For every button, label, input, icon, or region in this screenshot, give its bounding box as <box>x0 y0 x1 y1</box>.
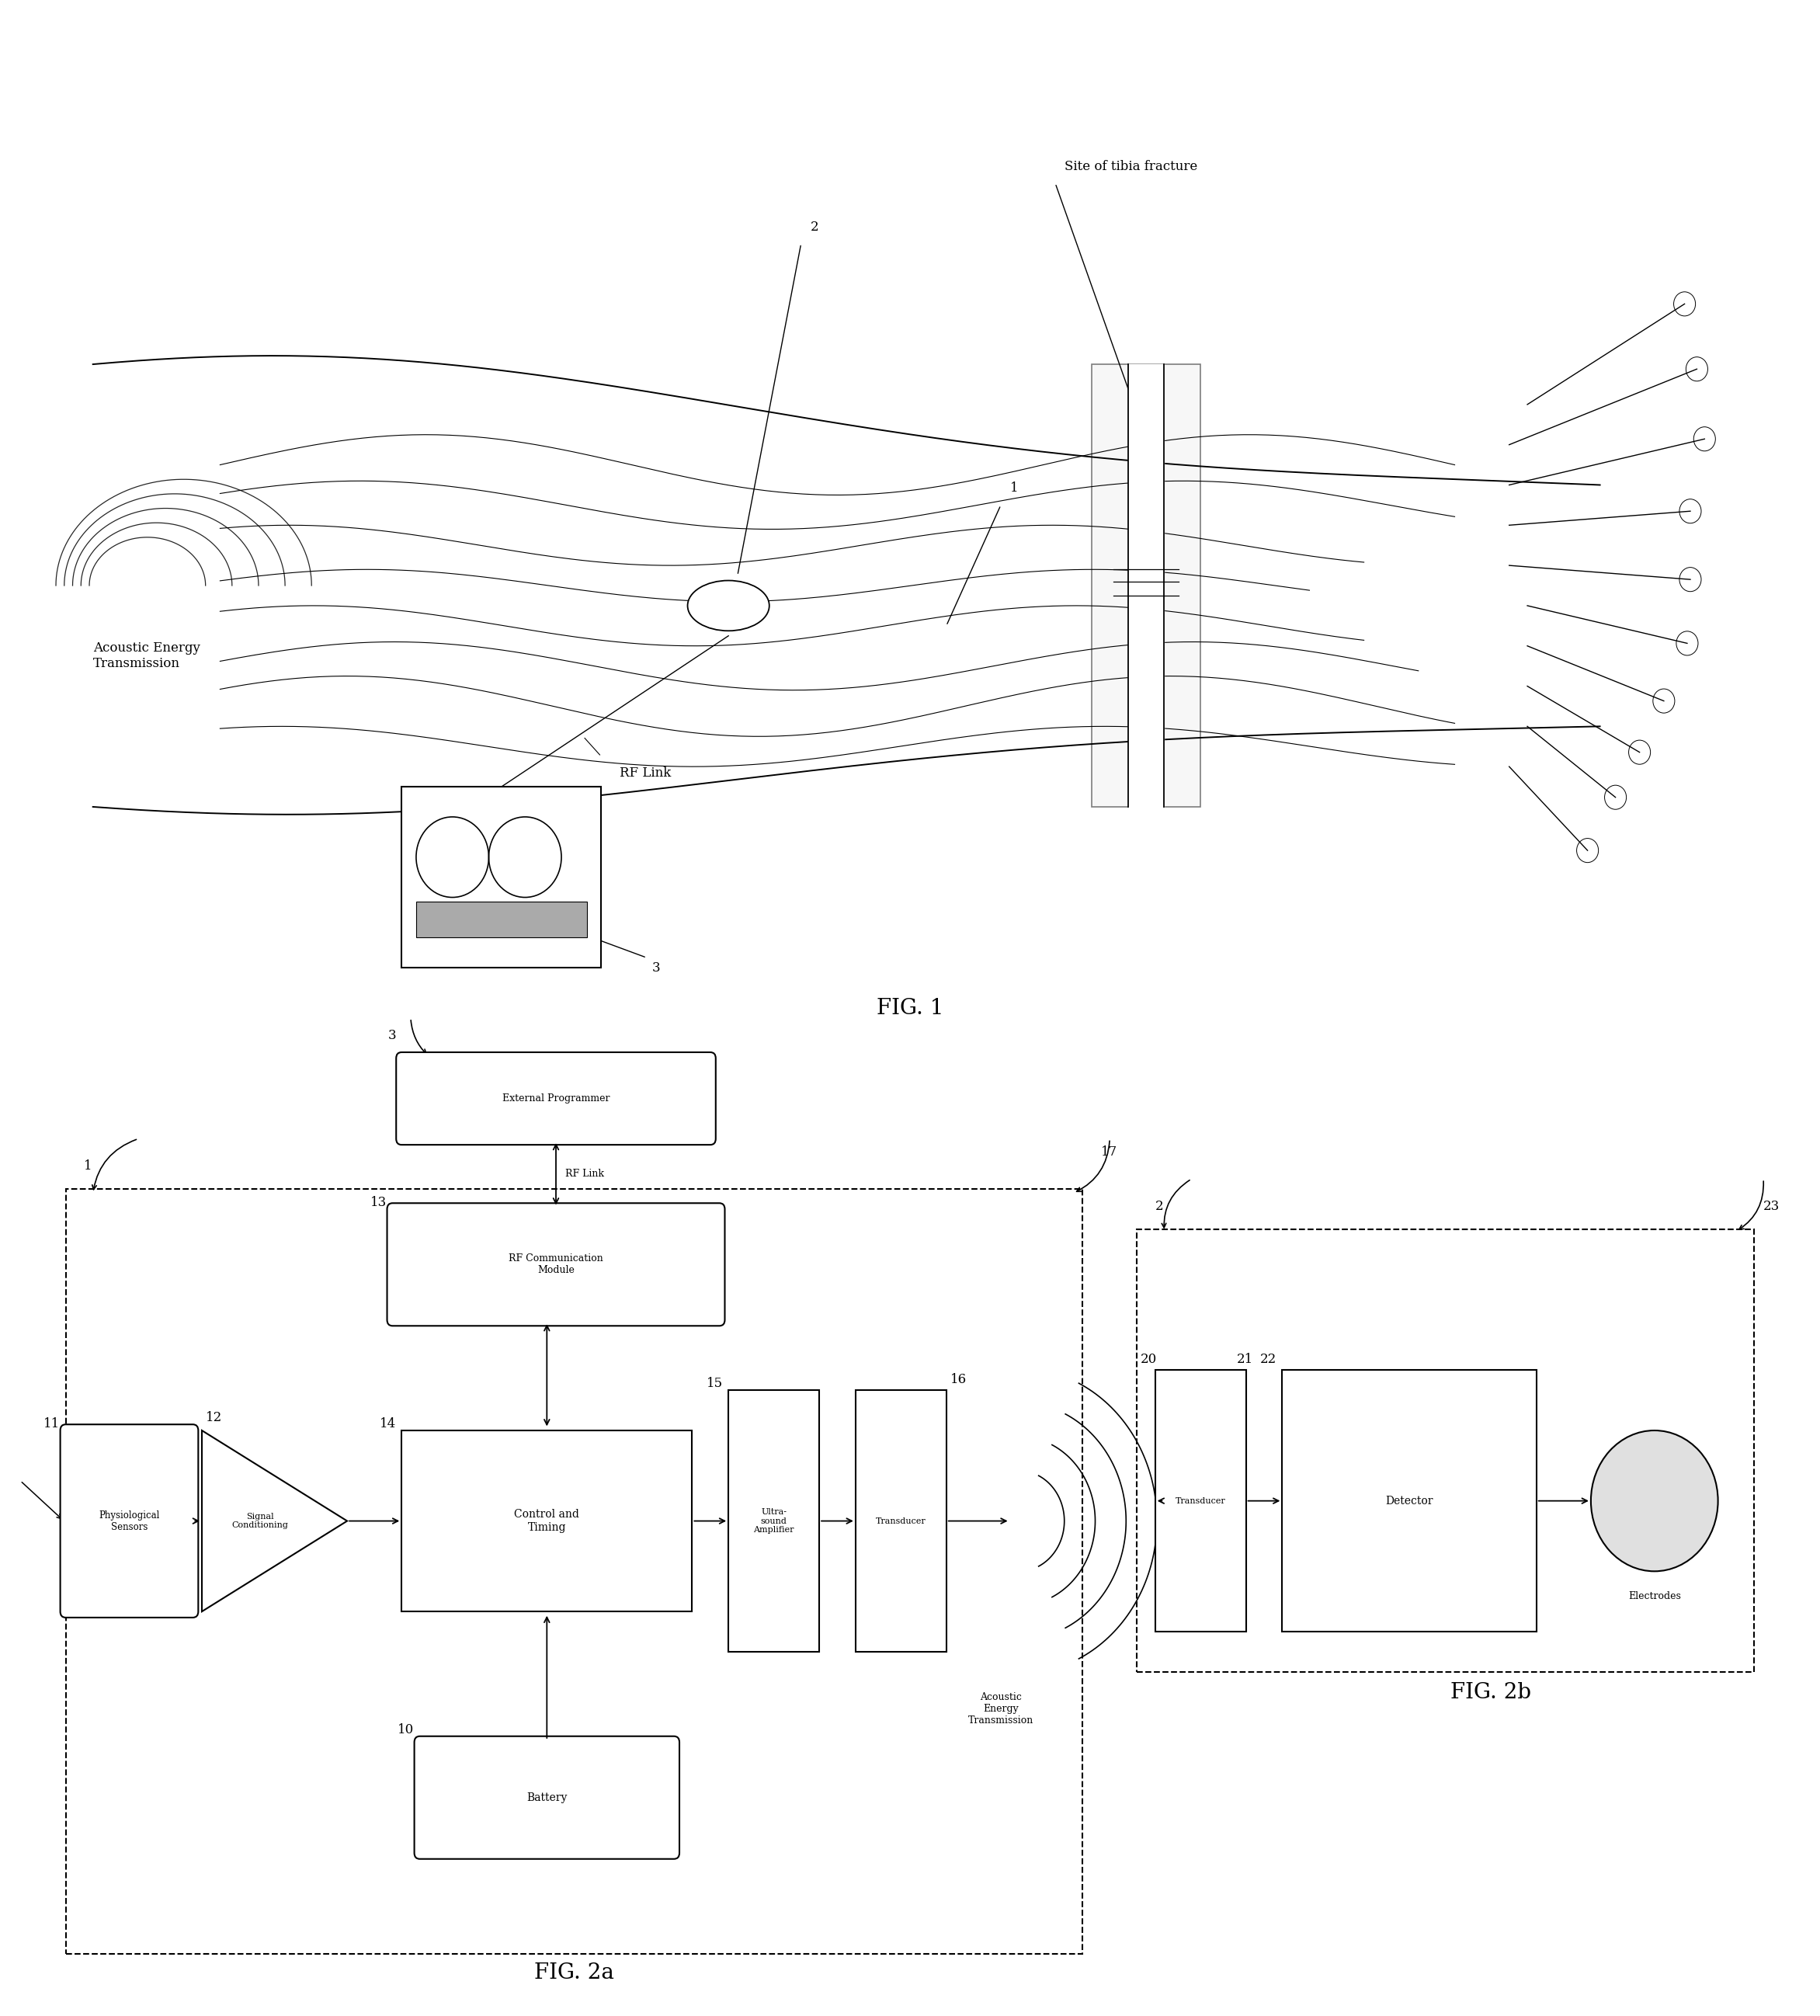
FancyBboxPatch shape <box>397 1052 715 1145</box>
Text: Detector: Detector <box>1385 1496 1432 1506</box>
FancyBboxPatch shape <box>388 1204 724 1327</box>
Polygon shape <box>202 1431 348 1611</box>
Text: 1: 1 <box>1010 482 1017 496</box>
Text: Ultra-
sound
Amplifier: Ultra- sound Amplifier <box>753 1508 794 1534</box>
Text: External Programmer: External Programmer <box>502 1093 610 1103</box>
Text: 23: 23 <box>1764 1200 1780 1214</box>
FancyBboxPatch shape <box>402 786 601 968</box>
Text: Control and
Timing: Control and Timing <box>515 1510 579 1532</box>
Text: RF Communication
Module: RF Communication Module <box>508 1254 602 1276</box>
Text: FIG. 1: FIG. 1 <box>877 998 943 1018</box>
Text: 20: 20 <box>1141 1353 1158 1367</box>
Text: 21: 21 <box>1238 1353 1254 1367</box>
FancyBboxPatch shape <box>1156 1371 1247 1631</box>
Text: 13: 13 <box>371 1195 388 1210</box>
Text: Electrodes: Electrodes <box>1629 1591 1682 1601</box>
FancyBboxPatch shape <box>415 1736 679 1859</box>
FancyBboxPatch shape <box>417 901 586 937</box>
Text: RF Link: RF Link <box>564 1169 604 1179</box>
FancyBboxPatch shape <box>1283 1371 1536 1631</box>
Text: FIG. 2a: FIG. 2a <box>533 1964 613 1984</box>
FancyBboxPatch shape <box>728 1391 819 1651</box>
FancyBboxPatch shape <box>60 1425 198 1617</box>
Text: 12: 12 <box>206 1411 222 1425</box>
FancyBboxPatch shape <box>402 1431 692 1611</box>
Text: 16: 16 <box>950 1373 966 1387</box>
Text: 22: 22 <box>1259 1353 1278 1367</box>
Text: 11: 11 <box>44 1417 60 1431</box>
Text: 14: 14 <box>380 1417 397 1431</box>
Text: 3: 3 <box>652 962 661 976</box>
Text: Battery: Battery <box>526 1792 568 1802</box>
Text: FIG. 2b: FIG. 2b <box>1451 1681 1531 1704</box>
Ellipse shape <box>688 581 770 631</box>
Text: Site of tibia fracture: Site of tibia fracture <box>1065 159 1198 173</box>
Text: RF Link: RF Link <box>619 766 672 780</box>
Text: 17: 17 <box>1101 1145 1117 1159</box>
FancyBboxPatch shape <box>855 1391 946 1651</box>
Text: Signal
Conditioning: Signal Conditioning <box>231 1512 288 1530</box>
Text: 2: 2 <box>1156 1200 1163 1214</box>
Text: Acoustic
Energy
Transmission: Acoustic Energy Transmission <box>968 1691 1034 1726</box>
Text: 10: 10 <box>399 1724 415 1736</box>
Text: 15: 15 <box>706 1377 723 1391</box>
Text: Transducer: Transducer <box>1176 1498 1225 1504</box>
Text: 3: 3 <box>388 1028 397 1042</box>
Circle shape <box>1591 1431 1718 1570</box>
Text: 1: 1 <box>84 1159 93 1173</box>
Text: Physiological
Sensors: Physiological Sensors <box>98 1510 160 1532</box>
Text: 2: 2 <box>810 220 819 234</box>
FancyBboxPatch shape <box>1092 365 1201 806</box>
Text: Transducer: Transducer <box>875 1518 926 1524</box>
Text: Acoustic Energy
Transmission: Acoustic Energy Transmission <box>93 641 200 669</box>
